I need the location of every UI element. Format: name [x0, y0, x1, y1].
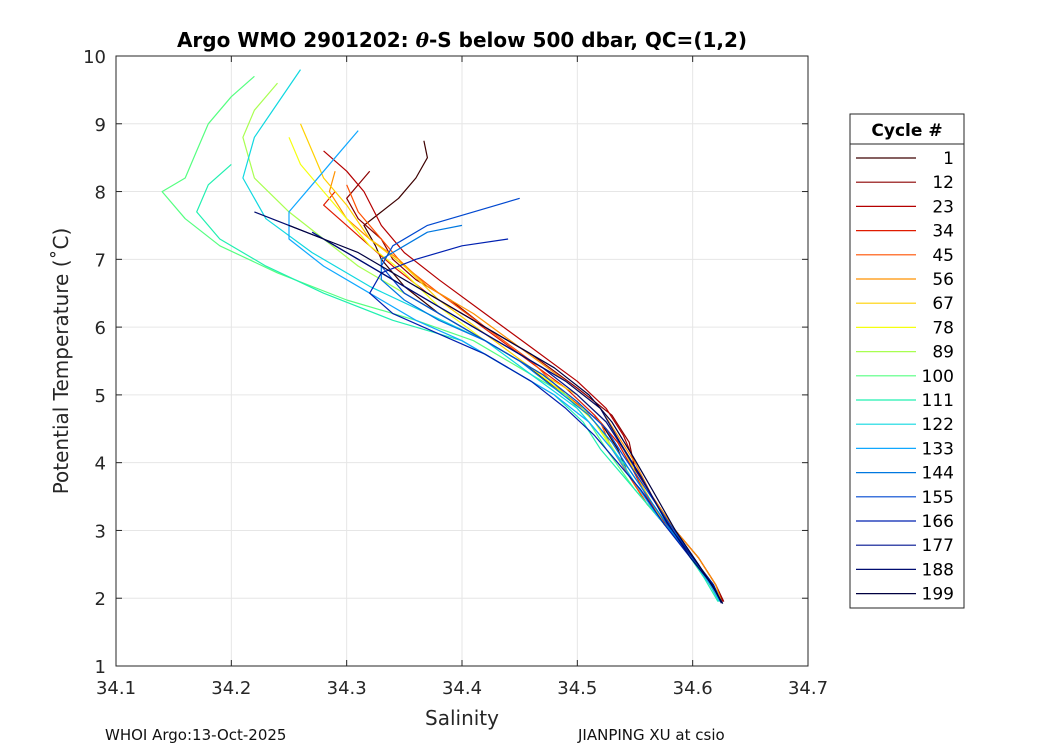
- legend-title: Cycle #: [871, 121, 942, 141]
- ticks: [115, 55, 809, 667]
- x-tick-label: 34.6: [673, 678, 713, 699]
- series-line-cycle-166: [369, 238, 723, 604]
- x-tick-label: 34.1: [96, 678, 136, 699]
- legend-label-23: 23: [932, 197, 954, 217]
- chart-title: Argo WMO 2901202: θ-S below 500 dbar, QC…: [177, 28, 747, 52]
- legend-label-155: 155: [922, 488, 954, 508]
- legend-label-56: 56: [932, 270, 954, 290]
- legend-label-166: 166: [922, 512, 954, 532]
- y-tick-label: 6: [95, 318, 106, 339]
- x-tick-label: 34.7: [788, 678, 828, 699]
- series-line-cycle-144: [380, 224, 724, 604]
- legend-label-133: 133: [922, 439, 954, 459]
- footer-left: WHOI Argo:13-Oct-2025: [105, 726, 287, 744]
- y-tick-label: 3: [95, 521, 106, 542]
- legend-box: [849, 113, 965, 609]
- y-tick-label: 1: [95, 657, 106, 678]
- legend-label-89: 89: [932, 343, 954, 363]
- y-tick-label: 4: [95, 454, 106, 475]
- legend-label-1: 1: [943, 149, 954, 169]
- legend-label-111: 111: [922, 391, 954, 411]
- y-tick-label: 8: [95, 183, 106, 204]
- legend-label-144: 144: [922, 464, 954, 484]
- series-line-cycle-188: [254, 211, 723, 604]
- legend-label-177: 177: [922, 536, 954, 556]
- x-tick-label: 34.2: [211, 678, 251, 699]
- legend: Cycle # 1 12 23 34 45 56 67 78 89 100 111 122 133 144…: [849, 113, 965, 609]
- x-tick-label: 34.4: [442, 678, 482, 699]
- legend-label-67: 67: [932, 294, 954, 314]
- title-theta-symbol: θ: [416, 28, 430, 52]
- legend-label-199: 199: [922, 585, 954, 605]
- y-tick-label: 5: [95, 386, 106, 407]
- legend-label-122: 122: [922, 415, 954, 435]
- x-tick-label: 34.3: [327, 678, 367, 699]
- legend-label-12: 12: [932, 173, 954, 193]
- title-suffix: -S below 500 dbar, QC=(1,2): [429, 28, 747, 52]
- x-tick-labels: 34.1 34.2 34.3 34.4 34.5 34.6 34.7: [96, 678, 828, 699]
- legend-label-100: 100: [922, 367, 954, 387]
- y-tick-label: 9: [95, 115, 106, 136]
- y-tick-label: 10: [83, 47, 106, 68]
- legend-entries: 1 12 23 34 45 56 67 78 89 100 111 122 133 144 155 166 17…: [856, 149, 954, 605]
- legend-label-34: 34: [932, 222, 954, 242]
- series-line-cycle-199: [288, 224, 724, 604]
- y-tick-labels: 1 2 3 4 5 6 7 8 9 10: [83, 47, 106, 678]
- footer-right: JIANPING XU at csio: [578, 726, 725, 744]
- legend-label-45: 45: [932, 246, 954, 266]
- title-prefix: Argo WMO 2901202:: [177, 28, 416, 52]
- legend-label-188: 188: [922, 560, 954, 580]
- y-tick-label: 7: [95, 250, 106, 271]
- x-tick-label: 34.5: [557, 678, 597, 699]
- series-line-cycle-155: [380, 197, 723, 604]
- y-tick-label: 2: [95, 589, 106, 610]
- legend-label-78: 78: [932, 318, 954, 338]
- series-group: [161, 69, 725, 604]
- y-axis-label: Potential Temperature (˚C): [49, 228, 73, 495]
- x-axis-label: Salinity: [425, 706, 499, 730]
